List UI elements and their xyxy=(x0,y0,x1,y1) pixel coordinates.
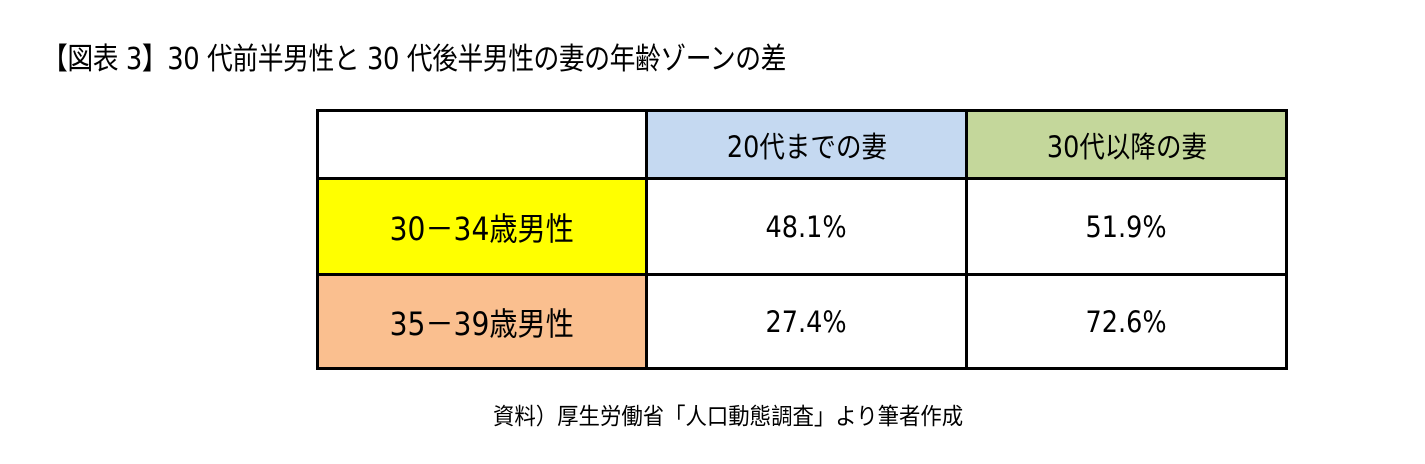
column-header-under-20s-wife: 20代までの妻 xyxy=(645,109,969,180)
column-header-label: 20代までの妻 xyxy=(726,129,887,164)
row-header-35-39-men: 35－39歳男性 xyxy=(315,273,649,370)
value-text: 48.1% xyxy=(765,209,848,244)
wife-age-zone-table: 20代までの妻 30代以降の妻 30－34歳男性 48.1% 51.9% 35－… xyxy=(315,109,1288,370)
table-header-row: 20代までの妻 30代以降の妻 xyxy=(315,109,1288,180)
value-cell: 72.6% xyxy=(965,273,1288,370)
corner-cell xyxy=(315,109,649,180)
value-text: 51.9% xyxy=(1085,209,1168,244)
value-cell: 48.1% xyxy=(645,177,969,276)
value-cell: 51.9% xyxy=(965,177,1288,276)
figure-title: 【図表 3】30 代前半男性と 30 代後半男性の妻の年齢ゾーンの差 xyxy=(42,42,786,77)
column-header-label: 30代以降の妻 xyxy=(1046,129,1207,164)
row-header-30-34-men: 30－34歳男性 xyxy=(315,177,649,276)
value-text: 72.6% xyxy=(1085,304,1168,339)
table-row: 35－39歳男性 27.4% 72.6% xyxy=(315,273,1288,370)
column-header-30s-plus-wife: 30代以降の妻 xyxy=(965,109,1288,180)
table-row: 30－34歳男性 48.1% 51.9% xyxy=(315,177,1288,276)
row-header-label: 35－39歳男性 xyxy=(389,304,575,343)
source-note: 資料）厚生労働省「人口動態調査」より筆者作成 xyxy=(493,404,964,430)
row-header-label: 30－34歳男性 xyxy=(389,209,575,248)
value-cell: 27.4% xyxy=(645,273,969,370)
value-text: 27.4% xyxy=(765,304,848,339)
